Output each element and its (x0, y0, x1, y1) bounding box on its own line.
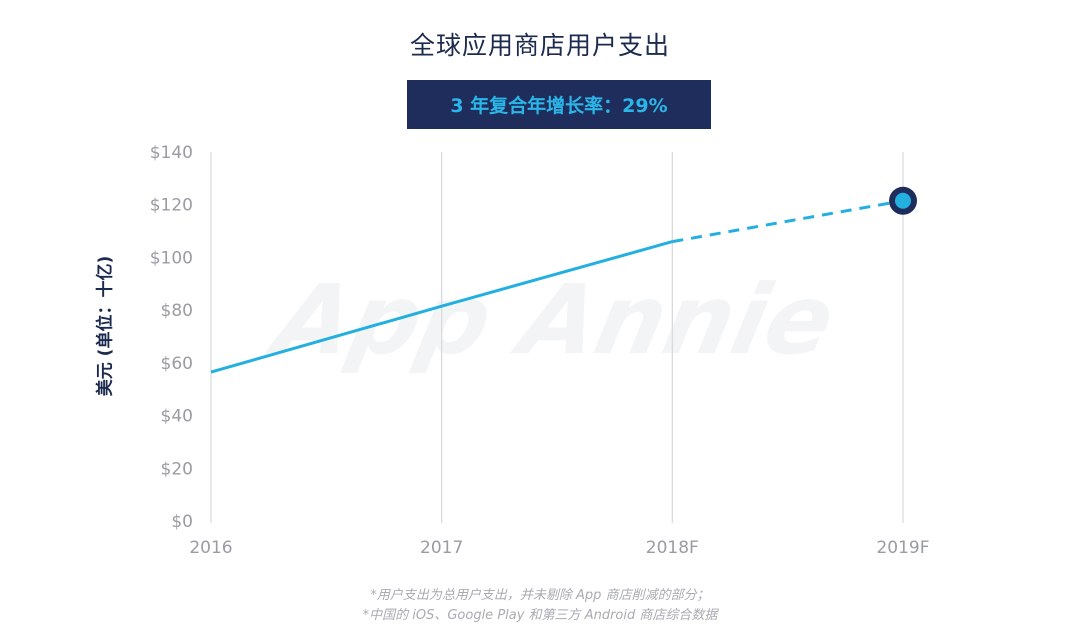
data-point-marker (895, 192, 911, 209)
chart-title: 全球应用商店用户支出 (409, 31, 670, 60)
y-tick-label: $80 (161, 301, 193, 321)
y-tick-label: $0 (171, 512, 193, 532)
y-tick-label: $140 (150, 143, 193, 163)
series-line-actual (210, 240, 673, 374)
footnote-2: *中国的 iOS、Google Play 和第三方 Android 商店综合数据 (362, 608, 718, 623)
y-tick-label: $20 (161, 459, 193, 479)
x-tick-label: 2016 (189, 538, 232, 558)
y-tick-label: $120 (150, 196, 193, 216)
x-tick-label: 2017 (420, 538, 463, 558)
y-tick-label: $60 (161, 354, 193, 374)
x-tick-label: 2019F (876, 538, 929, 558)
footnote-1: *用户支出为总用户支出，并未剔除 App 商店削减的部分； (370, 588, 710, 603)
y-tick-label: $100 (150, 248, 193, 268)
cagr-badge: 3 年复合年增长率：29% (407, 80, 711, 129)
x-tick-label: 2018F (646, 538, 699, 558)
y-tick-label: $40 (161, 407, 193, 427)
series-line-forecast (672, 199, 904, 244)
